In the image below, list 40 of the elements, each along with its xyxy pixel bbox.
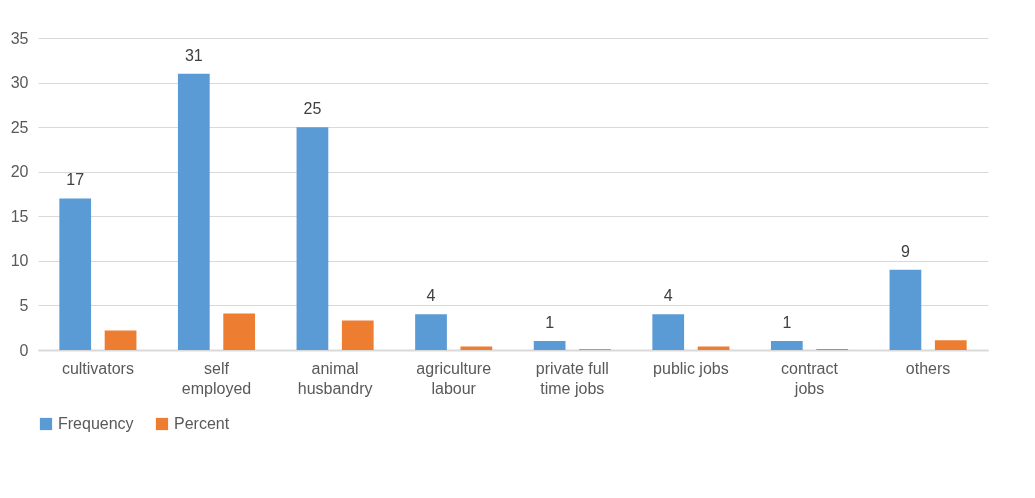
y-tick-label: 30 bbox=[10, 74, 29, 92]
bar bbox=[652, 314, 685, 350]
bar bbox=[415, 314, 447, 350]
data-label: 25 bbox=[303, 100, 322, 118]
y-tick-label: 25 bbox=[10, 118, 29, 136]
x-tick-label: self employed bbox=[181, 359, 252, 397]
bar bbox=[533, 341, 566, 350]
x-tick-label: animal husbandry bbox=[297, 359, 373, 397]
data-label: 17 bbox=[66, 171, 85, 189]
data-label: 31 bbox=[184, 46, 203, 64]
bar bbox=[59, 198, 92, 350]
y-tick-label: 20 bbox=[10, 163, 29, 181]
bar bbox=[934, 340, 967, 350]
bar bbox=[104, 330, 137, 350]
legend-label: Percent bbox=[174, 415, 230, 432]
bar bbox=[341, 320, 374, 350]
bar bbox=[697, 346, 730, 350]
bar bbox=[460, 346, 493, 350]
bar bbox=[296, 127, 329, 350]
bar bbox=[223, 313, 256, 350]
data-label: 4 bbox=[426, 287, 436, 305]
data-label: 1 bbox=[545, 314, 555, 332]
y-tick-label: 10 bbox=[10, 252, 29, 270]
data-label: 4 bbox=[663, 287, 673, 305]
x-tick-label: public jobs bbox=[653, 359, 729, 377]
legend-label: Frequency bbox=[58, 415, 134, 432]
x-tick-label: cultivators bbox=[61, 359, 134, 377]
x-tick-label: contract jobs bbox=[781, 359, 839, 397]
bar bbox=[889, 269, 922, 350]
y-tick-label: 5 bbox=[19, 296, 29, 314]
bar bbox=[177, 73, 210, 350]
y-tick-label: 0 bbox=[19, 341, 29, 359]
data-label: 1 bbox=[782, 314, 792, 332]
x-tick-label: others bbox=[905, 359, 951, 377]
y-tick-label: 15 bbox=[10, 207, 29, 225]
x-tick-label: agriculture labour bbox=[416, 359, 492, 397]
x-tick-label: private full time jobs bbox=[535, 359, 609, 397]
bar bbox=[770, 341, 803, 350]
data-label: 9 bbox=[900, 242, 910, 260]
y-tick-label: 35 bbox=[10, 29, 29, 47]
